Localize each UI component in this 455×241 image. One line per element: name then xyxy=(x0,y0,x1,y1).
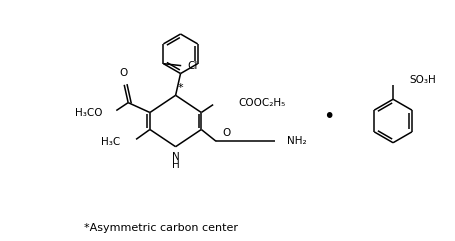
Text: •: • xyxy=(323,107,334,126)
Text: N: N xyxy=(172,152,179,162)
Text: NH₂: NH₂ xyxy=(287,136,307,146)
Text: H₃C: H₃C xyxy=(101,137,120,147)
Text: H: H xyxy=(172,160,179,170)
Text: Cl: Cl xyxy=(187,61,197,71)
Text: O: O xyxy=(222,128,230,138)
Text: H₃CO: H₃CO xyxy=(75,107,102,118)
Text: COOC₂H₅: COOC₂H₅ xyxy=(239,98,286,108)
Text: *Asymmetric carbon center: *Asymmetric carbon center xyxy=(84,223,238,233)
Text: O: O xyxy=(119,68,127,78)
Text: SO₃H: SO₃H xyxy=(410,75,437,86)
Text: *: * xyxy=(177,83,183,93)
